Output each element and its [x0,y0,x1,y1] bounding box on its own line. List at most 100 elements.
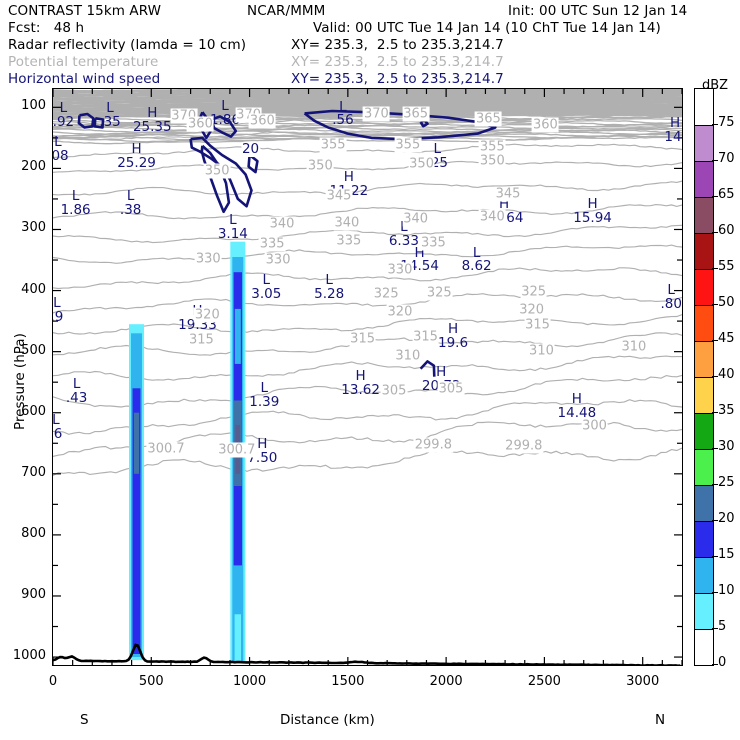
colorbar-segment-30-35[interactable] [695,413,713,449]
colorbar-tick-75: 75 [718,115,735,130]
colorbar-segment-25-30[interactable] [695,449,713,485]
extremum-marker: H [343,168,354,185]
colorbar-segment-45-50[interactable] [695,305,713,341]
extremum-marker: L [106,99,114,116]
extremum-marker: H [414,244,425,261]
theta-contour-label: 355 [319,137,347,153]
extremum-value: .92 [52,113,75,130]
x-axis-title: Distance (km) [280,712,375,728]
extremum-value: .35 [99,113,121,130]
colorbar-divider [695,449,713,450]
extremum-value: 8.62 [461,258,492,275]
colorbar-divider [695,629,713,630]
extremum-value: .9 [53,308,64,325]
colorbar-segment-75-80[interactable] [695,89,713,125]
extremum-value: .08 [52,147,69,164]
cross-section-plot[interactable]: L.92L.35H25.35L1.86L.56H14.L.08H25.29L.2… [52,88,683,666]
reflectivity-colorbar[interactable] [694,88,714,666]
extremum-marker: L [229,212,237,229]
colorbar-segment-65-70[interactable] [695,161,713,197]
colorbar-segment-60-65[interactable] [695,197,713,233]
extremum-value: .56 [332,112,354,129]
colorbar-tickmark [712,664,718,666]
colorbar-divider [695,305,713,306]
colorbar-tick-15: 15 [718,547,735,562]
y-tick-700: 700 [21,464,46,480]
colorbar-segment-5-10[interactable] [695,593,713,629]
extremum-value: 3.05 [251,285,282,302]
extremum-value: 19.6 [437,335,469,352]
theta-contour-label: 310 [528,343,555,359]
theta-contour-label: 299.8 [413,437,453,453]
theta-contour-label: 315 [188,332,215,348]
colorbar-tickmark [712,412,718,414]
colorbar-segment-0-5[interactable] [695,629,713,665]
colorbar-tickmark [712,124,718,126]
header-institution: NCAR/MMM [247,3,326,19]
header-init-time: Init: 00 UTC Sun 12 Jan 14 [508,3,688,19]
y-tick-300: 300 [21,220,46,236]
colorbar-tickmark [712,376,718,378]
extremum-value: 15.94 [573,210,612,227]
extremum-marker: L [221,97,229,114]
colorbar-tick-20: 20 [718,511,735,526]
colorbar-divider [695,233,713,234]
extremum-marker: L [53,295,61,312]
colorbar-tickmark [712,232,718,234]
colorbar-segment-55-60[interactable] [695,233,713,269]
colorbar-tickmark [712,592,718,594]
colorbar-tickmark [712,268,718,270]
colorbar-segment-40-45[interactable] [695,341,713,377]
theta-contour-label: 320 [518,302,546,318]
inner-tick-marks [53,89,682,665]
extremum-value: 14.48 [557,404,597,421]
colorbar-segment-50-55[interactable] [695,269,713,305]
extremum-marker: H [499,196,510,213]
colorbar-divider [695,557,713,558]
colorbar-segment-10-15[interactable] [695,557,713,593]
colorbar-segment-15-20[interactable] [695,521,713,557]
theta-contour-label: 370 [362,106,390,122]
extremum-marker: H [147,105,158,122]
theta-contour-label: 325 [425,285,453,301]
colorbar-segment-20-25[interactable] [695,485,713,521]
colorbar-tickmark [712,556,718,558]
colorbar-tick-55: 55 [718,259,735,274]
y-tick-900: 900 [21,586,46,602]
extremum-value: 6.33 [388,232,419,249]
x-tick-2000: 2000 [429,674,463,689]
colorbar-divider [695,377,713,378]
extremum-high: H 13.62 [341,369,380,398]
colorbar-tick-70: 70 [718,151,735,166]
y-tick-600: 600 [21,403,46,419]
extremum-value: 5.28 [314,285,345,302]
field-xy-reflectivity: XY= 235.3, 2.5 to 235.3,214.7 [291,37,504,53]
extremum-low: L 1.86 [61,190,91,218]
extremum-marker: L [339,98,347,115]
x-tick-2500: 2500 [527,674,561,689]
x-axis-end-label: N [655,712,666,728]
theta-contour-label: 345 [325,188,353,204]
colorbar-tick-40: 40 [718,367,735,382]
extremum-marker: H [670,115,681,132]
extremum-low: L.9 [53,295,64,325]
extremum-marker: H [447,321,459,338]
header-forecast-hour: Fcst: 48 h [8,20,85,36]
colorbar-segment-35-40[interactable] [695,377,713,413]
extremum-value: 1.39 [249,393,280,410]
extremum-low: L 3.14 [218,212,248,242]
colorbar-segment-70-75[interactable] [695,125,713,161]
colorbar-tick-0: 0 [718,655,727,670]
extremum-marker: L [400,218,408,235]
extremum-marker: H [587,196,598,213]
extremum-low: L 3.05 [251,273,282,302]
colorbar-tick-50: 50 [718,295,735,310]
y-tick-100: 100 [21,98,46,114]
theta-contour-label: 299.8 [504,438,544,454]
colorbar-divider [695,269,713,270]
extremum-low: L 6.33 [388,218,419,249]
extremum-low: L .38 [120,190,141,218]
colorbar-tick-5: 5 [718,619,727,634]
colorbar-tickmark [712,340,718,342]
extremum-marker: L [59,99,68,116]
